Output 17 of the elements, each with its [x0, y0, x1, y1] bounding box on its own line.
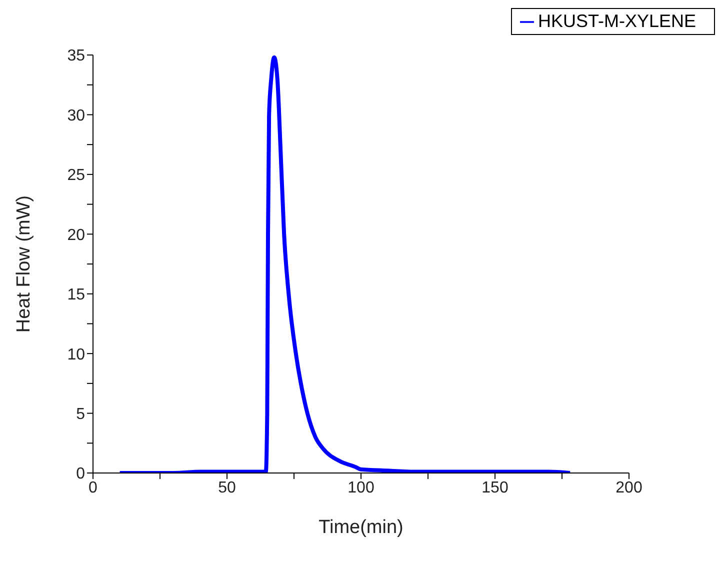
y-tick-label: 5	[76, 406, 86, 423]
legend-label: HKUST-M-XYLENE	[538, 11, 696, 31]
y-tick-label: 25	[67, 167, 86, 184]
y-tick-label: 30	[67, 107, 86, 124]
y-tick-label: 15	[67, 286, 86, 304]
x-axis-title: Time(min)	[318, 517, 404, 538]
x-tick-label: 50	[218, 479, 236, 496]
y-tick-label: 20	[67, 226, 86, 244]
x-tick-label: 0	[88, 479, 98, 496]
x-tick-label: 100	[348, 479, 374, 496]
x-tick-label: 150	[482, 479, 508, 496]
x-tick-label: 200	[616, 479, 642, 496]
line-series	[118, 55, 572, 473]
y-tick-label: 0	[76, 466, 86, 483]
y-tick-label: 35	[67, 48, 86, 65]
y-axis-title: Heat Flow (mW)	[14, 195, 35, 333]
y-tick-label: 10	[67, 346, 86, 364]
